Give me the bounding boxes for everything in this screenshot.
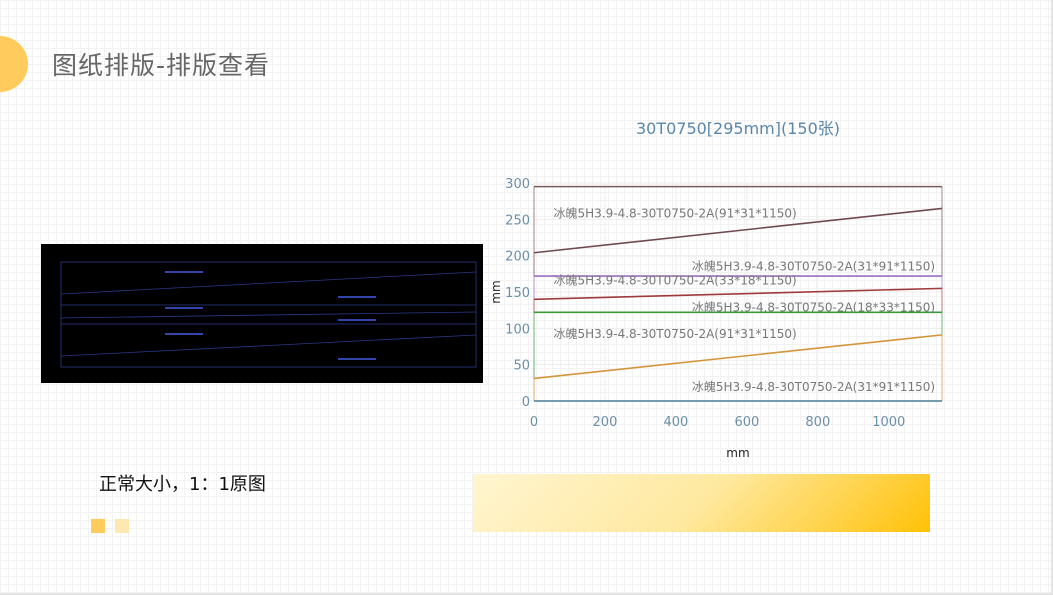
series-line <box>533 334 943 380</box>
x-axis-label: mm <box>726 446 749 460</box>
x-tick-label: 200 <box>593 415 618 430</box>
y-tick-label: 50 <box>513 359 530 374</box>
x-tick-label: 400 <box>663 415 688 430</box>
y-tick-label: 250 <box>505 213 530 228</box>
decorative-square-light <box>115 519 129 533</box>
x-tick-label: 1000 <box>872 415 905 430</box>
x-tick-label: 0 <box>530 415 538 430</box>
y-tick-label: 100 <box>505 322 530 337</box>
cut-label: 冰魄5H3.9-4.8-30T0750-2A(31*91*1150) <box>692 379 935 394</box>
series-line <box>533 287 943 301</box>
page-title: 图纸排版-排版查看 <box>52 51 271 80</box>
series-line <box>533 207 943 254</box>
cut-label: 冰魄5H3.9-4.8-30T0750-2A(91*31*1150) <box>554 206 797 221</box>
y-tick-label: 150 <box>505 286 530 301</box>
preview-caption: 正常大小，1：1原图 <box>99 474 266 495</box>
y-tick-label: 0 <box>522 395 530 410</box>
layout-chart: 30T0750[295mm](150张) 0 200 400 600 800 1000 0 50… <box>489 119 943 460</box>
x-tick-label: 600 <box>734 415 759 430</box>
cut-label: 冰魄5H3.9-4.8-30T0750-2A(91*31*1150) <box>554 326 797 341</box>
cut-label: 冰魄5H3.9-4.8-30T0750-2A(18*33*1150) <box>692 299 935 314</box>
y-tick-label: 300 <box>505 177 530 192</box>
decorative-gradient-banner <box>473 474 930 532</box>
y-axis-label: mm <box>489 280 503 303</box>
cut-label: 冰魄5H3.9-4.8-30T0750-2A(31*91*1150) <box>692 259 935 274</box>
x-tick-label: 800 <box>805 415 830 430</box>
decorative-square <box>91 519 105 533</box>
y-tick-label: 200 <box>505 250 530 265</box>
chart-title: 30T0750[295mm](150张) <box>636 119 840 138</box>
layout-preview-image <box>41 244 483 383</box>
cut-label: 冰魄5H3.9-4.8-30T0750-2A(33*18*1150) <box>554 272 797 287</box>
